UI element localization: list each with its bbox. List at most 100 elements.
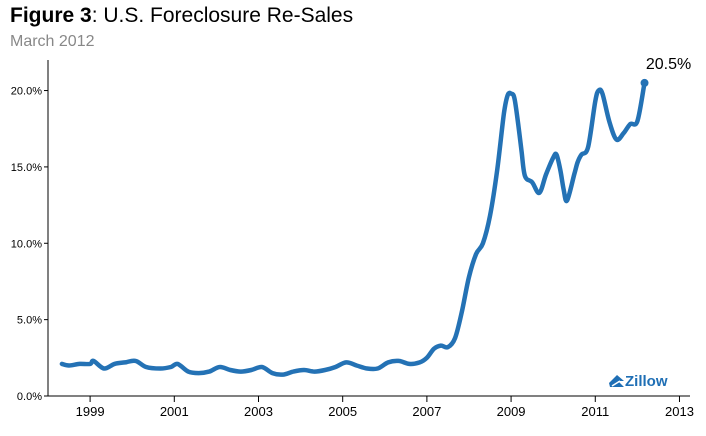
zillow-logo-icon-stripe (611, 380, 621, 387)
figure-title: Figure 3: U.S. Foreclosure Re-Sales (10, 4, 353, 28)
data-point (563, 189, 565, 191)
x-tick-label: 2005 (328, 404, 357, 419)
data-point (552, 157, 554, 159)
x-axis-ticks: 1999 2001 2003 2005 2007 2009 2011 2013 (76, 396, 694, 419)
series-line (59, 80, 647, 377)
data-point (271, 372, 273, 374)
data-point (608, 120, 610, 122)
data-point (124, 361, 126, 363)
zillow-logo: Zillow (609, 373, 668, 390)
data-point (507, 94, 509, 96)
data-point (240, 371, 242, 373)
data-point (366, 368, 368, 369)
figure-subtitle: March 2012 (10, 33, 95, 50)
data-point (510, 93, 512, 95)
data-point (636, 120, 638, 122)
endpoint-label: 20.5% (646, 56, 691, 73)
data-point (573, 174, 575, 175)
data-point (496, 169, 498, 171)
zillow-logo-text: Zillow (625, 373, 668, 390)
annotation-layer: 20.5% (640, 56, 691, 87)
data-point (482, 242, 484, 244)
figure-title-label: Figure 3 (10, 4, 92, 27)
data-point (335, 366, 336, 368)
data-point (68, 365, 70, 366)
data-point (103, 368, 105, 369)
y-axis-ticks: 0.0% 5.0% 10.0% 15.0% 20.0% (11, 86, 48, 403)
data-point (566, 200, 568, 201)
data-point (198, 372, 200, 374)
data-point (559, 169, 561, 171)
data-point (629, 123, 631, 125)
data-point (615, 138, 617, 140)
data-point (521, 151, 523, 153)
figure-title-text: : U.S. Foreclosure Re-Sales (91, 4, 354, 27)
data-point (398, 360, 400, 362)
y-tick-label: 5.0% (17, 315, 42, 327)
x-tick-label: 2003 (244, 404, 273, 419)
y-tick-label: 0.0% (17, 391, 42, 403)
data-point (587, 146, 589, 148)
data-point (93, 360, 94, 362)
data-point (250, 369, 252, 371)
data-point (170, 366, 172, 368)
data-point (208, 371, 210, 373)
data-point (419, 361, 421, 363)
data-point (79, 363, 81, 365)
data-point (303, 369, 305, 371)
data-point (517, 123, 519, 125)
x-tick-label: 2001 (160, 404, 189, 419)
data-point (219, 366, 221, 368)
data-point (468, 276, 470, 278)
data-point (475, 253, 477, 255)
data-point (545, 174, 547, 175)
data-point (426, 357, 428, 359)
data-point (447, 346, 449, 348)
data-point (89, 363, 91, 365)
x-tick-label: 1999 (76, 404, 105, 419)
data-point (345, 361, 347, 363)
data-point (503, 113, 505, 114)
chart-axes (47, 60, 690, 397)
data-point (538, 192, 540, 194)
data-point (187, 371, 189, 373)
data-point (524, 175, 526, 177)
zillow-logo-icon (609, 375, 624, 387)
data-point (623, 132, 624, 134)
data-point (454, 337, 456, 339)
data-point (229, 369, 231, 371)
x-tick-label: 2007 (412, 404, 441, 419)
data-point (177, 363, 179, 365)
data-point (594, 100, 596, 102)
data-point (292, 371, 294, 373)
data-point (440, 345, 442, 347)
data-point (531, 181, 533, 183)
data-point (324, 369, 326, 371)
data-point (598, 90, 600, 91)
data-point (314, 371, 315, 373)
data-point (356, 365, 358, 366)
data-point (601, 93, 603, 95)
x-tick-label: 2009 (497, 404, 526, 419)
endpoint-marker (640, 78, 649, 87)
data-point (282, 374, 284, 376)
data-point (114, 363, 115, 365)
y-tick-label: 15.0% (11, 162, 42, 174)
data-point (580, 154, 582, 156)
y-tick-label: 20.0% (11, 86, 42, 98)
data-point (489, 215, 491, 217)
data-point (261, 366, 263, 368)
data-point (513, 97, 515, 99)
y-tick-label: 10.0% (11, 238, 42, 250)
data-point (556, 154, 557, 156)
x-tick-label: 2011 (581, 404, 609, 419)
data-point (377, 368, 379, 369)
data-point (145, 366, 147, 368)
data-point (461, 311, 463, 313)
data-point (135, 360, 137, 362)
data-point (577, 161, 579, 163)
x-tick-label: 2013 (665, 404, 694, 419)
data-point (408, 363, 410, 365)
data-point (387, 361, 389, 363)
